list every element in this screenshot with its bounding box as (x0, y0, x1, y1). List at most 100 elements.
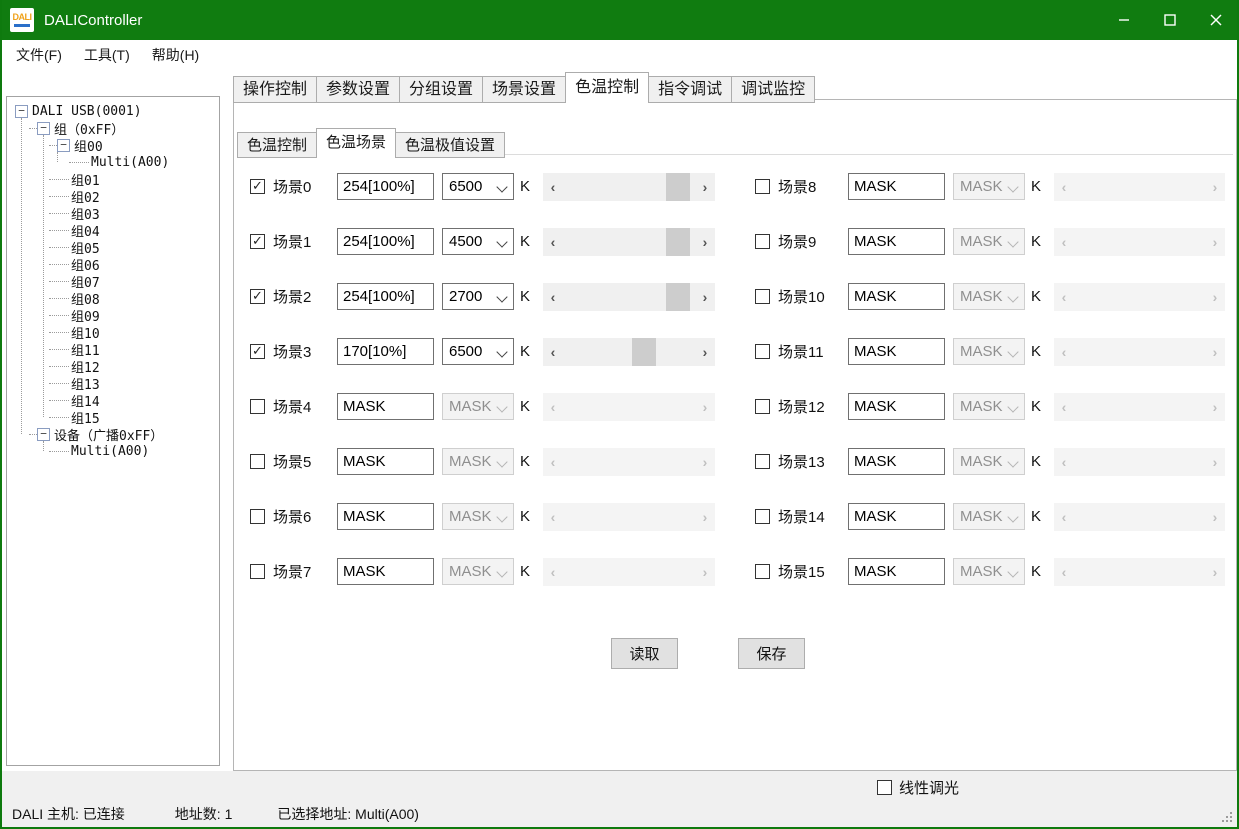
sub-tab-1[interactable]: 色温场景 (316, 128, 397, 158)
scene-kelvin-dropdown[interactable]: MASK (953, 503, 1025, 530)
scene-scrollbar[interactable]: ‹ › (543, 282, 715, 311)
scroll-left-icon[interactable]: ‹ (550, 453, 556, 470)
scene-level-input[interactable] (848, 283, 945, 310)
scene-scrollbar[interactable]: ‹ › (543, 557, 715, 586)
scroll-left-icon[interactable]: ‹ (1061, 453, 1067, 470)
tree-node-label[interactable]: 组04 (71, 225, 100, 240)
scene-scrollbar[interactable]: ‹ › (543, 447, 715, 476)
scene-scrollbar[interactable]: ‹ › (543, 392, 715, 421)
scene-scrollbar[interactable]: ‹ › (543, 227, 715, 256)
scene-scrollbar[interactable]: ‹ › (543, 337, 715, 366)
scrollbar-thumb[interactable] (632, 337, 657, 366)
scene-kelvin-dropdown[interactable]: MASK (953, 558, 1025, 585)
scroll-left-icon[interactable]: ‹ (550, 233, 556, 250)
scroll-right-icon[interactable]: › (1212, 233, 1218, 250)
scene-checkbox[interactable] (250, 564, 265, 579)
scene-checkbox[interactable] (250, 288, 265, 304)
scene-scrollbar[interactable]: ‹ › (1054, 227, 1225, 256)
scene-kelvin-dropdown[interactable]: MASK (953, 338, 1025, 365)
scene-level-input[interactable] (848, 393, 945, 420)
tree-expand-icon[interactable]: − (37, 122, 50, 135)
tree-node-label[interactable]: 组10 (71, 327, 100, 342)
scene-level-input[interactable] (848, 558, 945, 585)
scroll-right-icon[interactable]: › (702, 178, 708, 195)
scroll-left-icon[interactable]: ‹ (1061, 343, 1067, 360)
scene-checkbox[interactable] (250, 343, 265, 359)
scroll-right-icon[interactable]: › (702, 508, 708, 525)
scene-checkbox[interactable] (755, 234, 770, 249)
minimize-button[interactable] (1101, 0, 1147, 40)
scroll-right-icon[interactable]: › (702, 563, 708, 580)
main-tab-2[interactable]: 分组设置 (400, 76, 484, 103)
tree-node-label[interactable]: 组03 (71, 208, 100, 223)
main-tab-4[interactable]: 色温控制 (565, 72, 650, 103)
scene-scrollbar[interactable]: ‹ › (1054, 392, 1225, 421)
scroll-right-icon[interactable]: › (1212, 508, 1218, 525)
tree-node-label[interactable]: 设备（广播0xFF） (54, 429, 164, 444)
scroll-right-icon[interactable]: › (1212, 178, 1218, 195)
scroll-right-icon[interactable]: › (1212, 563, 1218, 580)
scene-level-input[interactable] (337, 228, 434, 255)
menu-item-2[interactable]: 帮助(H) (151, 47, 200, 63)
scroll-left-icon[interactable]: ‹ (1061, 288, 1067, 305)
scene-checkbox[interactable] (250, 509, 265, 524)
scroll-right-icon[interactable]: › (1212, 398, 1218, 415)
scene-kelvin-dropdown[interactable]: MASK (953, 448, 1025, 475)
scene-checkbox[interactable] (250, 233, 265, 249)
scene-level-input[interactable] (337, 283, 434, 310)
tree-node-label[interactable]: DALI USB(0001) (32, 104, 142, 119)
scene-checkbox[interactable] (250, 454, 265, 469)
scene-level-input[interactable] (337, 503, 434, 530)
scroll-right-icon[interactable]: › (702, 343, 708, 360)
scene-kelvin-dropdown[interactable]: MASK (442, 448, 514, 475)
scene-kelvin-dropdown[interactable]: 6500 (442, 173, 514, 200)
scene-scrollbar[interactable]: ‹ › (1054, 172, 1225, 201)
scene-checkbox[interactable] (755, 509, 770, 524)
scene-kelvin-dropdown[interactable]: MASK (953, 228, 1025, 255)
scroll-left-icon[interactable]: ‹ (550, 343, 556, 360)
tree-node-label[interactable]: 组13 (71, 378, 100, 393)
linear-dimming-checkbox[interactable] (877, 780, 892, 795)
tree-expand-icon[interactable]: − (37, 428, 50, 441)
scene-level-input[interactable] (337, 173, 434, 200)
scene-scrollbar[interactable]: ‹ › (1054, 502, 1225, 531)
scroll-right-icon[interactable]: › (1212, 288, 1218, 305)
tree-node-label[interactable]: 组07 (71, 276, 100, 291)
scene-checkbox[interactable] (755, 454, 770, 469)
main-tab-1[interactable]: 参数设置 (317, 76, 401, 103)
scene-kelvin-dropdown[interactable]: MASK (953, 283, 1025, 310)
tree-node-label[interactable]: 组06 (71, 259, 100, 274)
tree-node-label[interactable]: 组00 (74, 140, 103, 155)
scrollbar-thumb[interactable] (665, 172, 690, 201)
scene-level-input[interactable] (848, 228, 945, 255)
scene-checkbox[interactable] (755, 399, 770, 414)
scroll-left-icon[interactable]: ‹ (1061, 398, 1067, 415)
menu-item-0[interactable]: 文件(F) (16, 47, 62, 63)
scroll-right-icon[interactable]: › (1212, 343, 1218, 360)
scene-kelvin-dropdown[interactable]: 6500 (442, 338, 514, 365)
scene-level-input[interactable] (337, 338, 434, 365)
scene-kelvin-dropdown[interactable]: 2700 (442, 283, 514, 310)
scroll-left-icon[interactable]: ‹ (1061, 233, 1067, 250)
scroll-left-icon[interactable]: ‹ (550, 178, 556, 195)
tree-node-label[interactable]: 组02 (71, 191, 100, 206)
scene-level-input[interactable] (337, 393, 434, 420)
scene-level-input[interactable] (337, 558, 434, 585)
scroll-right-icon[interactable]: › (702, 288, 708, 305)
save-button[interactable]: 保存 (738, 638, 805, 669)
maximize-button[interactable] (1147, 0, 1193, 40)
scroll-left-icon[interactable]: ‹ (1061, 178, 1067, 195)
scene-checkbox[interactable] (250, 399, 265, 414)
scroll-right-icon[interactable]: › (702, 453, 708, 470)
close-button[interactable] (1193, 0, 1237, 40)
scene-level-input[interactable] (848, 503, 945, 530)
menu-item-1[interactable]: 工具(T) (83, 47, 130, 63)
scene-kelvin-dropdown[interactable]: MASK (442, 503, 514, 530)
scroll-left-icon[interactable]: ‹ (550, 563, 556, 580)
scene-level-input[interactable] (848, 173, 945, 200)
scroll-left-icon[interactable]: ‹ (550, 508, 556, 525)
scrollbar-thumb[interactable] (665, 227, 690, 256)
scene-scrollbar[interactable]: ‹ › (543, 502, 715, 531)
scroll-left-icon[interactable]: ‹ (1061, 563, 1067, 580)
read-button[interactable]: 读取 (611, 638, 678, 669)
